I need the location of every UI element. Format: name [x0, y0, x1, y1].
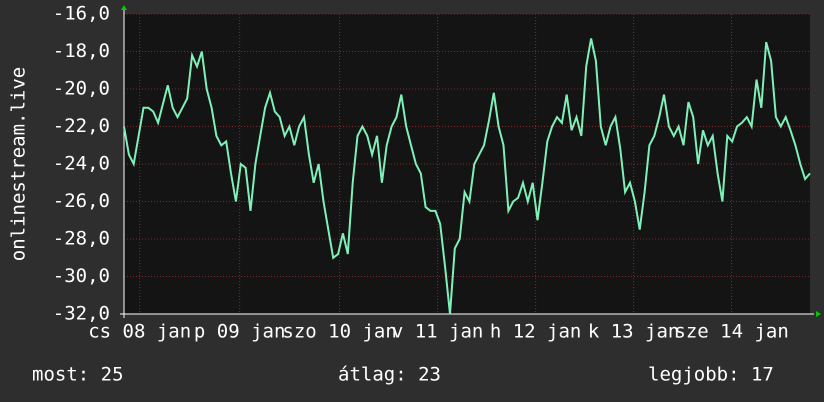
y-tick-label: -30,0: [53, 265, 110, 287]
x-tick-label: k 13 jan: [588, 321, 680, 343]
y-tick-label: -16,0: [53, 3, 110, 25]
y-tick-label: -26,0: [53, 190, 110, 212]
x-arrow: [816, 311, 821, 317]
y-axis-label: onlinestream.live: [8, 67, 30, 261]
x-tick-label: p 09 jan: [194, 321, 286, 343]
y-arrow: [121, 5, 127, 10]
data-line: [123, 38, 811, 315]
y-tick-label: -18,0: [53, 40, 110, 62]
stat-current: most: 25: [32, 364, 124, 386]
y-tick-label: -28,0: [53, 228, 110, 250]
y-tick-label: -24,0: [53, 153, 110, 175]
y-tick-label: -20,0: [53, 78, 110, 100]
x-tick-label: v 11 jan: [392, 321, 484, 343]
x-tick-label: sze 14 jan: [674, 321, 788, 343]
y-tick-label: -32,0: [53, 303, 110, 325]
x-tick-label: szo 10 jan: [282, 321, 396, 343]
stat-average: átlag: 23: [338, 364, 441, 386]
x-tick-label: h 12 jan: [490, 321, 582, 343]
stat-best: legjobb: 17: [648, 364, 774, 386]
x-tick-label: cs 08 jan: [88, 321, 191, 343]
y-tick-label: -22,0: [53, 115, 110, 137]
